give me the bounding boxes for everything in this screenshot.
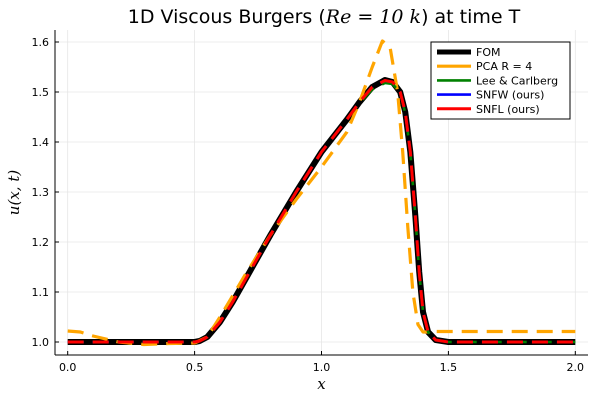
title-suffix: ) at time T [421, 6, 521, 28]
y-tick-label: 1.2 [32, 236, 50, 249]
title-prefix: 1D Viscous Burgers ( [128, 6, 326, 28]
title-layer: 1D Viscous Burgers (Re = 10 k) at time T [128, 6, 521, 28]
legend-label: SNFL (ours) [476, 103, 540, 116]
chart-title: 1D Viscous Burgers (Re = 10 k) at time T [128, 6, 521, 28]
x-tick-label: 1.5 [440, 361, 458, 374]
series-layer [67, 39, 576, 347]
legend-label: SNFW (ours) [476, 89, 544, 102]
y-axis-label: u(x, t) [5, 170, 23, 216]
x-tick-label: 0.5 [186, 361, 204, 374]
title-math: Re = 10 k [325, 6, 421, 28]
ticks-layer: 0.0 0.5 1.0 1.5 2.0 1.0 1.1 1.2 1.3 1.4 1.5 1.6 x u(x… [5, 36, 584, 393]
series-line-snfl-ours [67, 79, 576, 344]
y-tick-label: 1.4 [32, 136, 50, 149]
series-line-pca-r-4 [67, 39, 576, 347]
legend-label: PCA R = 4 [476, 60, 532, 73]
y-tick-label: 1.1 [32, 286, 50, 299]
x-tick-label: 1.0 [313, 361, 331, 374]
x-tick-label: 2.0 [567, 361, 585, 374]
y-tick-label: 1.0 [32, 336, 50, 349]
legend-label: FOM [476, 46, 500, 59]
y-tick-label: 1.3 [32, 186, 50, 199]
x-axis-label: x [317, 375, 326, 393]
legend-label: Lee & Carlberg [476, 74, 558, 87]
x-tick-label: 0.0 [59, 361, 77, 374]
y-tick-label: 1.5 [32, 86, 50, 99]
y-tick-label: 1.6 [32, 36, 50, 49]
